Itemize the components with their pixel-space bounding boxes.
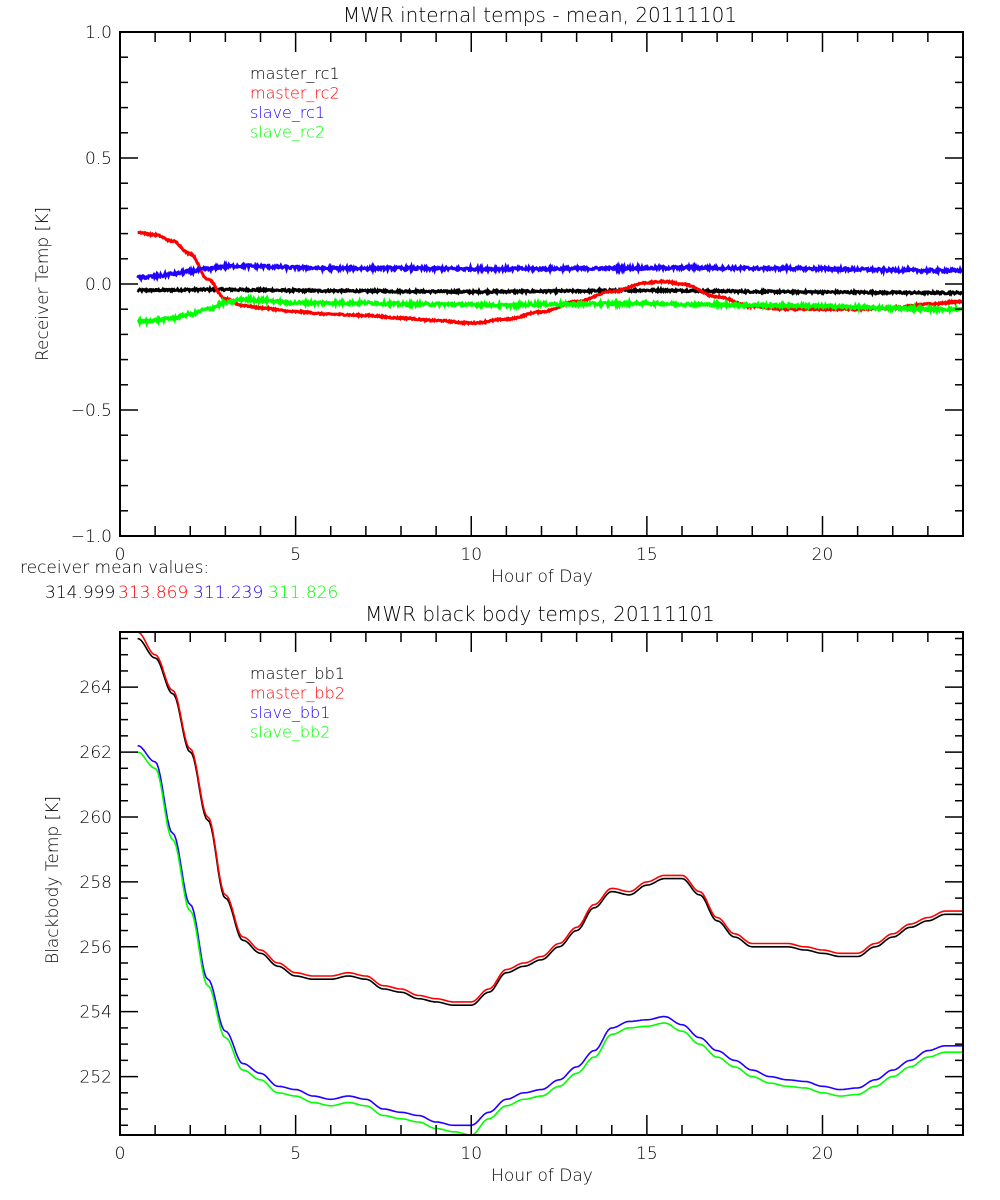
receiver-mean-value: 313.869 bbox=[118, 583, 188, 603]
plot-area bbox=[137, 631, 963, 1136]
legend-entry-master_rc2: master_rc2 bbox=[250, 84, 340, 103]
blackbody-temp-chart: MWR black body temps, 20111101 0 5 10 15 20 2… bbox=[43, 602, 964, 1186]
x-tick-label: 10 bbox=[460, 1144, 482, 1164]
x-tick-label: 15 bbox=[636, 545, 658, 565]
legend-entry-master_bb1: master_bb1 bbox=[250, 664, 345, 683]
y-tick-label: 256 bbox=[80, 938, 112, 958]
receiver-temp-chart: MWR internal temps - mean, 20111101 0 5 10… bbox=[33, 3, 965, 587]
chart-title: MWR internal temps - mean, 20111101 bbox=[343, 3, 737, 27]
receiver-mean-value: 314.999 bbox=[45, 583, 115, 603]
x-tick-label: 20 bbox=[812, 1144, 834, 1164]
tick-labels: 0 5 10 15 20 −1.0 −0.5 0.0 0.5 1.0 bbox=[71, 23, 834, 565]
plot-frame bbox=[119, 631, 964, 1136]
receiver-means-label: receiver mean values: bbox=[20, 558, 209, 578]
series-line-slave_bb2 bbox=[137, 751, 963, 1136]
y-tick-label: 1.0 bbox=[85, 23, 112, 43]
legend-entry-slave_rc2: slave_rc2 bbox=[250, 123, 325, 142]
x-tick-label: 5 bbox=[290, 1144, 301, 1164]
y-tick-label: −1.0 bbox=[71, 527, 112, 547]
x-tick-label: 20 bbox=[812, 545, 834, 565]
tick-labels: 0 5 10 15 20 252 254 256 258 260 262 264 bbox=[80, 678, 834, 1164]
plot-area bbox=[136, 230, 965, 329]
series-line-master_bb1 bbox=[137, 637, 963, 1007]
x-tick-label: 15 bbox=[636, 1144, 658, 1164]
legend-entry-slave_bb2: slave_bb2 bbox=[250, 723, 330, 742]
y-tick-label: 254 bbox=[80, 1003, 112, 1023]
legend-entry-master_rc1: master_rc1 bbox=[250, 64, 340, 83]
y-axis-label: Receiver Temp [K] bbox=[33, 207, 53, 361]
receiver-means: receiver mean values: 314.999 313.869 31… bbox=[20, 558, 338, 603]
y-tick-label: 262 bbox=[80, 743, 112, 763]
y-tick-label: −0.5 bbox=[71, 401, 112, 421]
axis-ticks bbox=[119, 632, 964, 1135]
plot-frame bbox=[119, 31, 964, 537]
x-axis-label: Hour of Day bbox=[491, 567, 593, 587]
series-line-slave_bb1 bbox=[137, 744, 963, 1127]
receiver-mean-value: 311.239 bbox=[193, 583, 263, 603]
y-tick-label: 258 bbox=[80, 873, 112, 893]
series-line-master_rc1 bbox=[136, 284, 965, 298]
y-axis-label: Blackbody Temp [K] bbox=[43, 796, 63, 964]
legend-entry-master_bb2: master_bb2 bbox=[250, 684, 345, 703]
y-tick-label: 0.0 bbox=[85, 275, 112, 295]
legend-entry-slave_rc1: slave_rc1 bbox=[250, 103, 325, 122]
x-tick-label: 0 bbox=[115, 1144, 126, 1164]
x-axis-label: Hour of Day bbox=[491, 1166, 593, 1186]
y-tick-label: 252 bbox=[80, 1068, 112, 1088]
axis-ticks bbox=[119, 31, 964, 537]
legend-entry-slave_bb1: slave_bb1 bbox=[250, 703, 330, 722]
series-line-master_bb2 bbox=[137, 631, 963, 1003]
y-tick-label: 264 bbox=[80, 678, 112, 698]
y-tick-label: 260 bbox=[80, 808, 112, 828]
receiver-mean-value: 311.826 bbox=[268, 583, 338, 603]
x-tick-label: 5 bbox=[290, 545, 301, 565]
x-tick-label: 0 bbox=[115, 545, 126, 565]
series-line-master_rc2 bbox=[137, 230, 963, 327]
chart-title: MWR black body temps, 20111101 bbox=[365, 602, 715, 626]
y-tick-label: 0.5 bbox=[85, 149, 112, 169]
x-tick-label: 10 bbox=[460, 545, 482, 565]
series-line-slave_rc1 bbox=[136, 259, 965, 283]
series-line-slave_rc2 bbox=[136, 292, 965, 329]
